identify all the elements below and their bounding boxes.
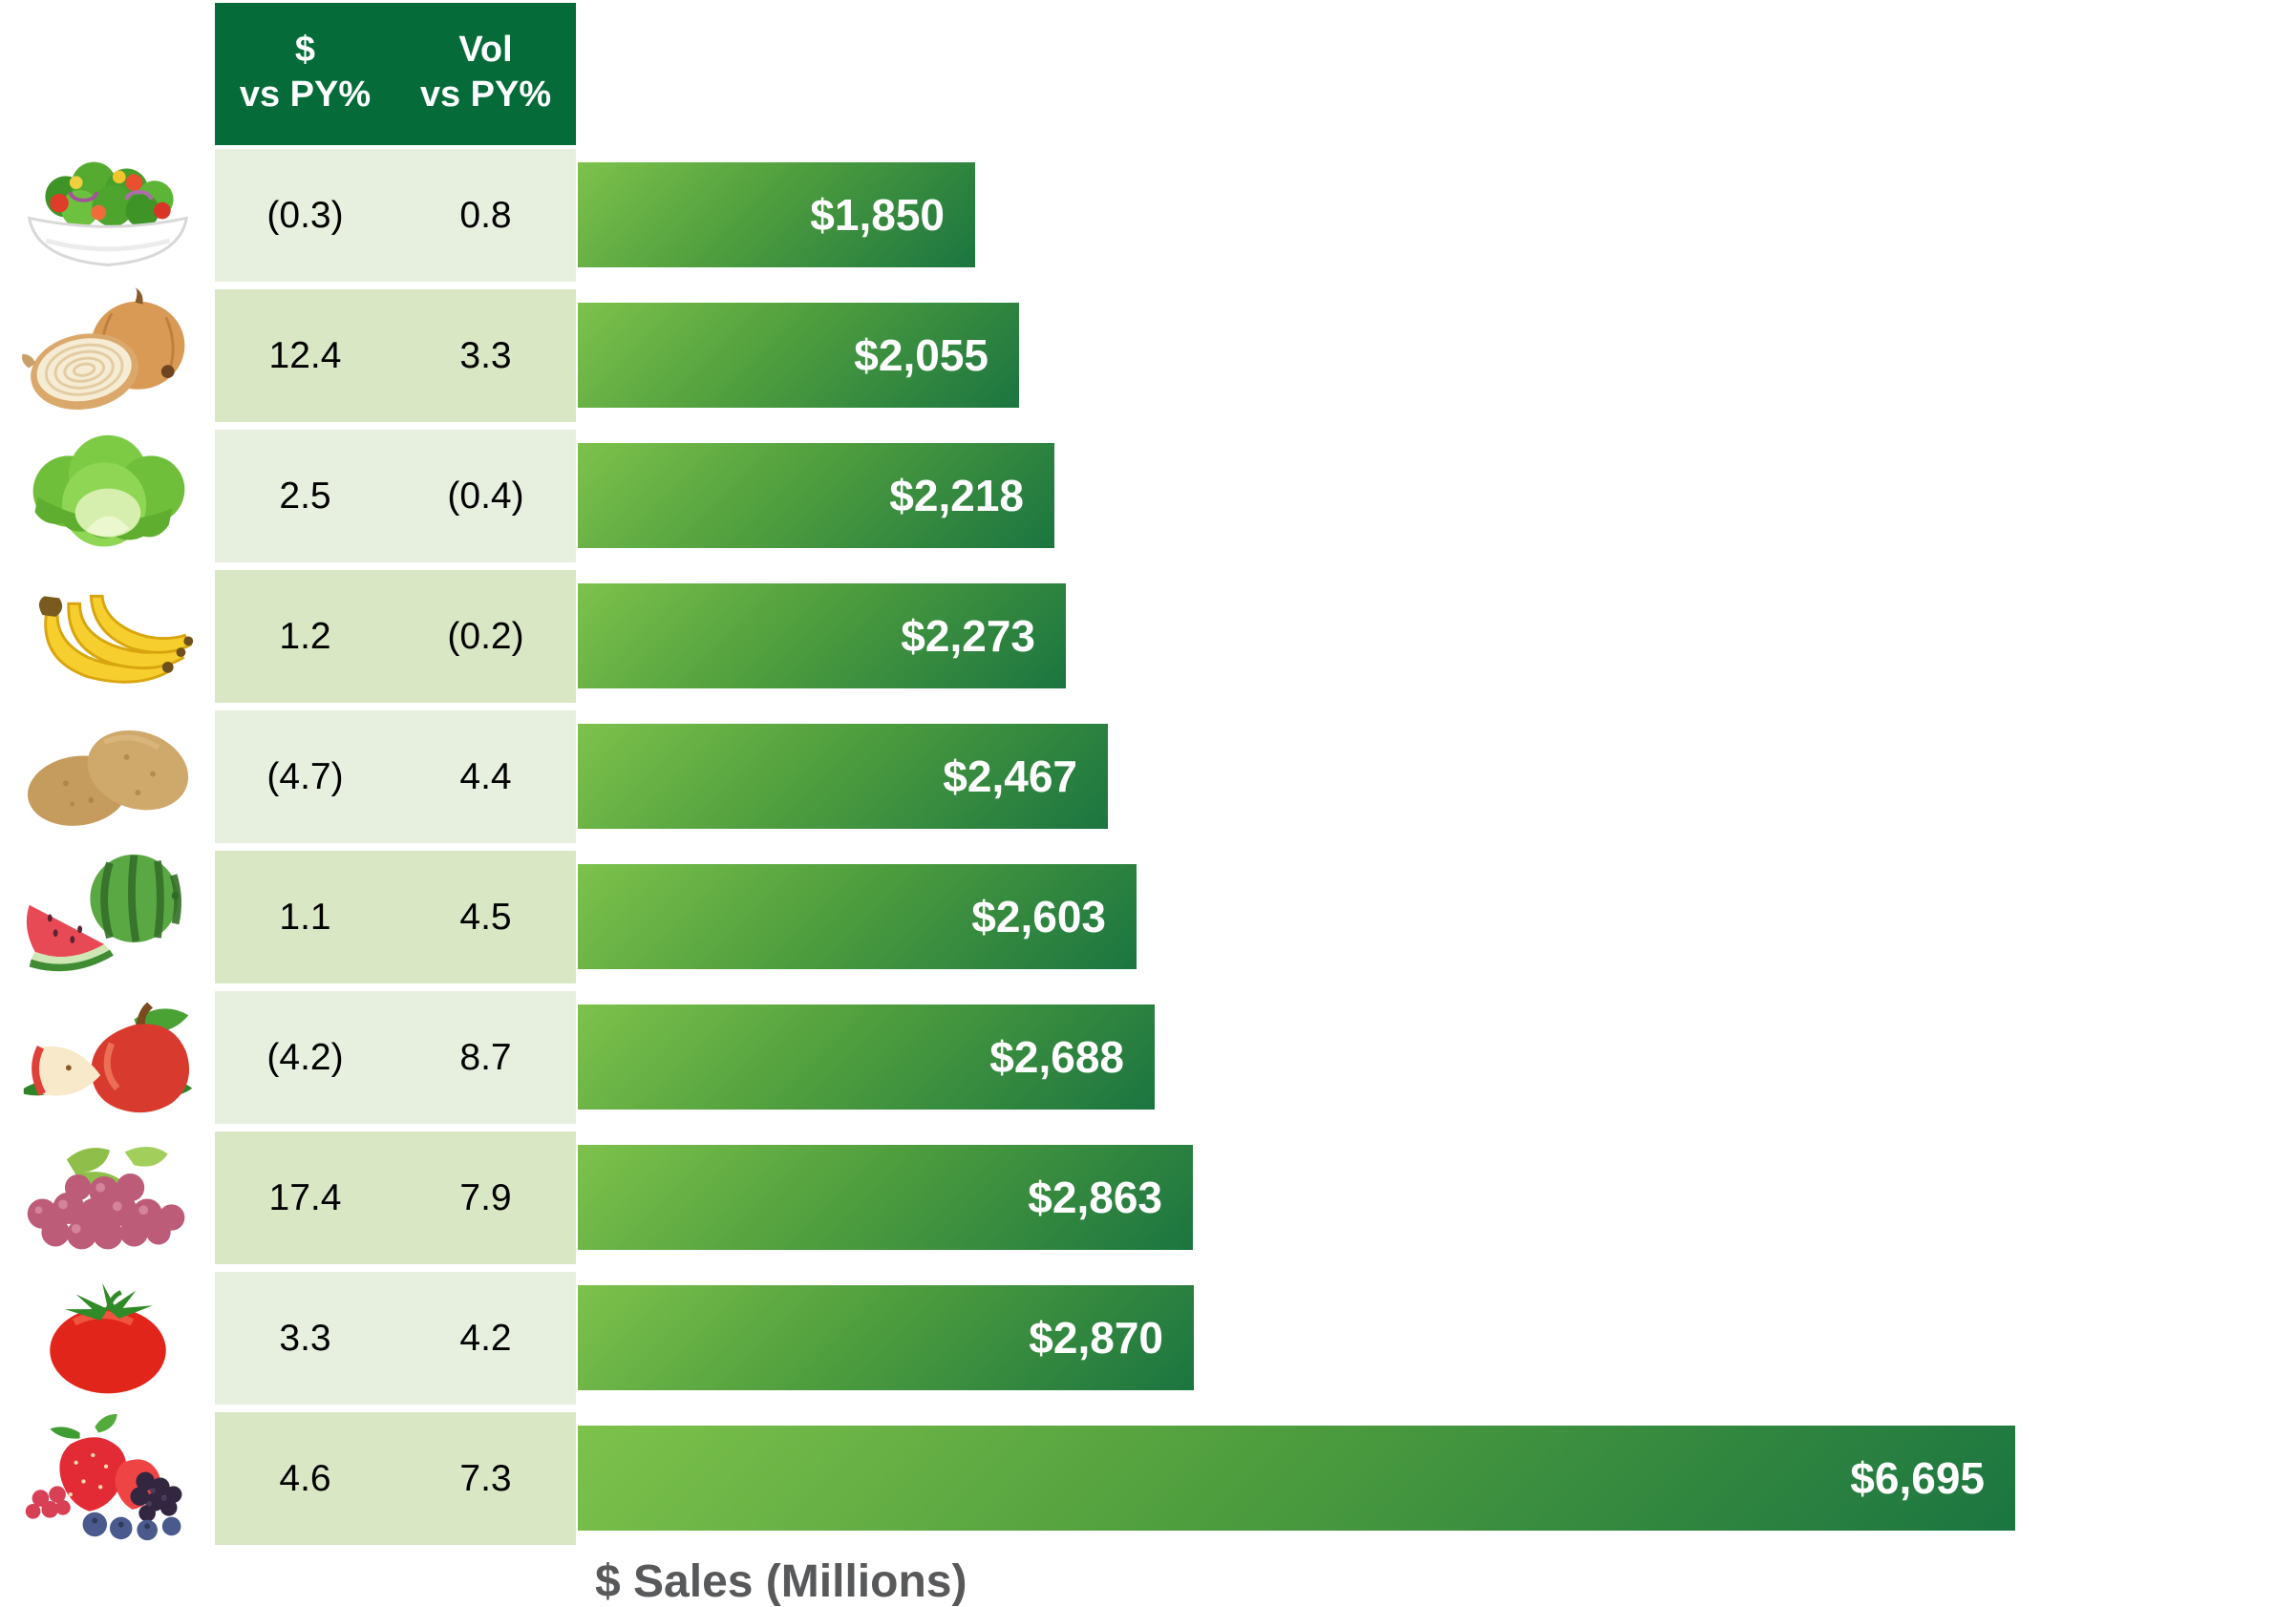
vol-vs-py-value: (0.4) [395, 430, 576, 562]
table-row: (4.2) 8.7 $2,688 [0, 991, 2296, 1124]
sales-bar: $2,863 [578, 1145, 1193, 1250]
produce-icon-cell [0, 851, 215, 983]
produce-icon-cell [0, 991, 215, 1124]
produce-icon-cell [0, 1412, 215, 1545]
produce-icon-cell [0, 149, 215, 282]
bananas-icon [10, 566, 206, 707]
vol-vs-py-header: Vol vs PY% [395, 3, 576, 145]
vol-vs-py-value: 4.2 [395, 1272, 576, 1405]
vol-vs-py-value: (0.2) [395, 570, 576, 703]
sales-bar: $2,688 [578, 1004, 1155, 1110]
produce-icon-cell [0, 430, 215, 562]
dollar-vs-py-value: 2.5 [215, 430, 395, 562]
vol-header-line1: Vol [458, 30, 513, 70]
watermelon-icon [10, 847, 206, 987]
vol-vs-py-value: 7.9 [395, 1131, 576, 1264]
produce-icon-cell [0, 710, 215, 843]
vol-vs-py-value: 8.7 [395, 991, 576, 1124]
salad-icon [10, 145, 206, 285]
bar-zone: $6,695 [576, 1412, 2296, 1545]
vol-vs-py-value: 7.3 [395, 1412, 576, 1545]
bar-zone: $2,055 [576, 289, 2296, 422]
vol-vs-py-value: 4.5 [395, 851, 576, 983]
sales-bar: $6,695 [578, 1426, 2015, 1531]
table-row: (0.3) 0.8 $1,850 [0, 149, 2296, 282]
bar-zone: $2,870 [576, 1272, 2296, 1405]
apple-icon [10, 987, 206, 1128]
sales-bar: $2,603 [578, 864, 1137, 969]
bar-zone: $1,850 [576, 149, 2296, 282]
bar-zone: $2,467 [576, 710, 2296, 843]
onion-icon [10, 285, 206, 426]
sales-value-label: $1,850 [810, 190, 945, 240]
lettuce-icon [10, 426, 206, 566]
produce-icon-cell [0, 570, 215, 703]
sales-bar: $2,055 [578, 303, 1019, 408]
table-row: 12.4 3.3 $2,055 [0, 289, 2296, 422]
dollar-vs-py-value: 1.2 [215, 570, 395, 703]
bar-zone: $2,688 [576, 991, 2296, 1124]
sales-value-label: $2,603 [971, 892, 1106, 941]
x-axis-label: $ Sales (Millions) [595, 1556, 967, 1607]
vol-vs-py-value: 4.4 [395, 710, 576, 843]
sales-value-label: $2,273 [901, 611, 1035, 661]
sales-bar: $2,870 [578, 1285, 1194, 1390]
dollar-vs-py-value: 12.4 [215, 289, 395, 422]
dollar-vs-py-value: (4.7) [215, 710, 395, 843]
sales-value-label: $2,218 [889, 471, 1024, 520]
rows: (0.3) 0.8 $1,850 12.4 3.3 $2,055 2.5 (0.… [0, 149, 2296, 1545]
table-row: (4.7) 4.4 $2,467 [0, 710, 2296, 843]
sales-value-label: $2,863 [1028, 1173, 1162, 1222]
sales-bar: $2,218 [578, 443, 1054, 548]
dollar-vs-py-value: 17.4 [215, 1131, 395, 1264]
dollar-vs-py-value: (0.3) [215, 149, 395, 282]
tomato-icon [10, 1268, 206, 1408]
dollar-vs-py-value: 1.1 [215, 851, 395, 983]
table-header: $ vs PY% Vol vs PY% [215, 3, 2296, 145]
berries-icon [10, 1408, 206, 1549]
bar-zone: $2,218 [576, 430, 2296, 562]
produce-icon-cell [0, 1131, 215, 1264]
dollar-vs-py-header: $ vs PY% [215, 3, 395, 145]
bar-zone: $2,603 [576, 851, 2296, 983]
potatoes-icon [10, 707, 206, 847]
sales-value-label: $2,055 [854, 330, 989, 380]
sales-bar: $2,273 [578, 583, 1066, 688]
grapes-icon [10, 1128, 206, 1268]
dollar-header-line2: vs PY% [239, 74, 372, 115]
vol-vs-py-value: 0.8 [395, 149, 576, 282]
sales-value-label: $2,467 [943, 751, 1077, 801]
sales-bar: $2,467 [578, 724, 1108, 829]
produce-sales-chart: $ vs PY% Vol vs PY% (0.3) 0.8 $1,850 12.… [0, 3, 2296, 1605]
dollar-vs-py-value: (4.2) [215, 991, 395, 1124]
produce-icon-cell [0, 289, 215, 422]
dollar-vs-py-value: 4.6 [215, 1412, 395, 1545]
table-row: 17.4 7.9 $2,863 [0, 1131, 2296, 1264]
vol-header-line2: vs PY% [419, 74, 552, 115]
table-row: 2.5 (0.4) $2,218 [0, 430, 2296, 562]
table-row: 1.2 (0.2) $2,273 [0, 570, 2296, 703]
sales-value-label: $2,688 [989, 1032, 1124, 1082]
produce-icon-cell [0, 1272, 215, 1405]
bar-zone: $2,863 [576, 1131, 2296, 1264]
table-row: 4.6 7.3 $6,695 [0, 1412, 2296, 1545]
sales-bar: $1,850 [578, 162, 975, 267]
dollar-header-line1: $ [294, 30, 316, 70]
vol-vs-py-value: 3.3 [395, 289, 576, 422]
bar-zone: $2,273 [576, 570, 2296, 703]
table-row: 1.1 4.5 $2,603 [0, 851, 2296, 983]
dollar-vs-py-value: 3.3 [215, 1272, 395, 1405]
sales-value-label: $2,870 [1029, 1313, 1163, 1363]
table-row: 3.3 4.2 $2,870 [0, 1272, 2296, 1405]
sales-value-label: $6,695 [1850, 1453, 1985, 1503]
